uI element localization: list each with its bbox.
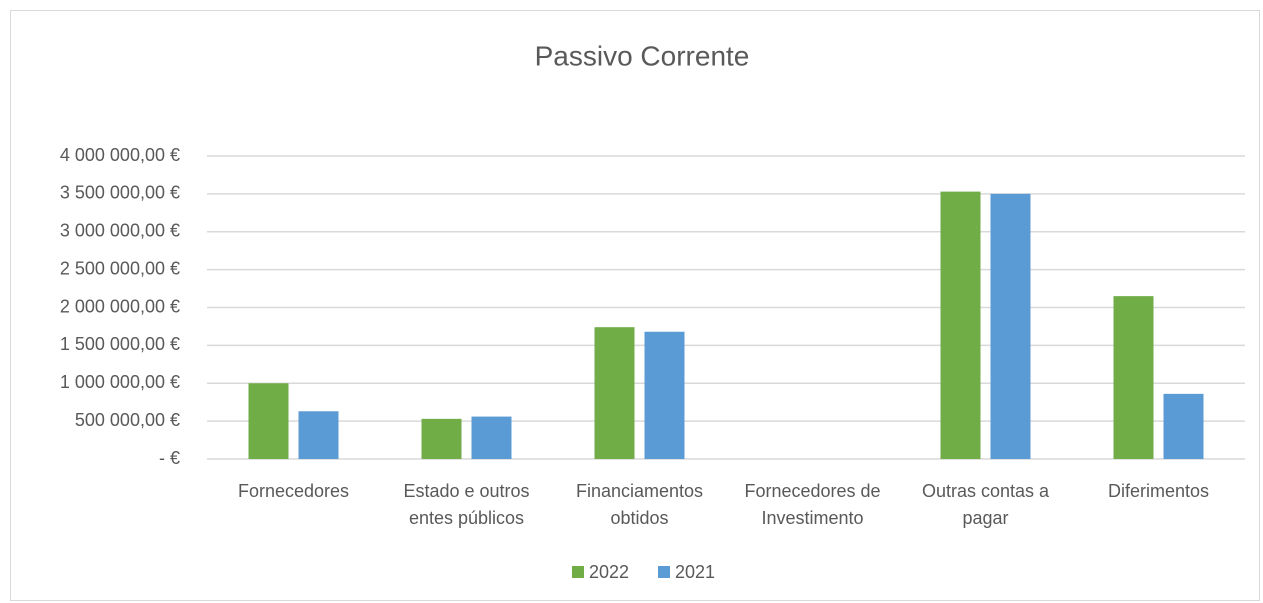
x-tick-label: Financiamentos obtidos <box>575 481 704 528</box>
legend-label: 2021 <box>675 562 715 582</box>
bar <box>940 191 981 460</box>
y-tick-label: 500 000,00 € <box>75 410 180 430</box>
chart-frame <box>10 10 1260 601</box>
y-tick-label: 1 000 000,00 € <box>60 372 180 392</box>
y-tick-label: 2 000 000,00 € <box>60 296 180 316</box>
bar <box>421 418 462 459</box>
x-tick-label: Fornecedores <box>237 481 350 501</box>
x-tick-label: Diferimentos <box>1107 481 1210 501</box>
bar <box>248 383 289 459</box>
bar <box>990 193 1031 459</box>
legend-swatch <box>658 566 670 578</box>
y-tick-label: 1 500 000,00 € <box>60 334 180 354</box>
bar <box>298 411 339 459</box>
bar <box>471 416 512 459</box>
bar <box>644 331 685 459</box>
legend-label: 2022 <box>589 562 629 582</box>
y-tick-label: - € <box>159 448 180 468</box>
chart-title: Passivo Corrente <box>535 40 750 71</box>
bar <box>1163 393 1204 459</box>
y-tick-label: 3 000 000,00 € <box>60 221 180 241</box>
x-tick-label: Fornecedores de Investimento <box>744 481 881 528</box>
y-tick-label: 2 500 000,00 € <box>60 258 180 278</box>
bar <box>594 327 635 459</box>
y-tick-label: 4 000 000,00 € <box>60 145 180 165</box>
y-tick-label: 3 500 000,00 € <box>60 183 180 203</box>
x-tick-label: Outras contas a pagar <box>921 481 1050 528</box>
x-tick-label: Estado e outros entes públicos <box>403 481 530 528</box>
bar <box>1113 296 1154 459</box>
legend-swatch <box>572 566 584 578</box>
